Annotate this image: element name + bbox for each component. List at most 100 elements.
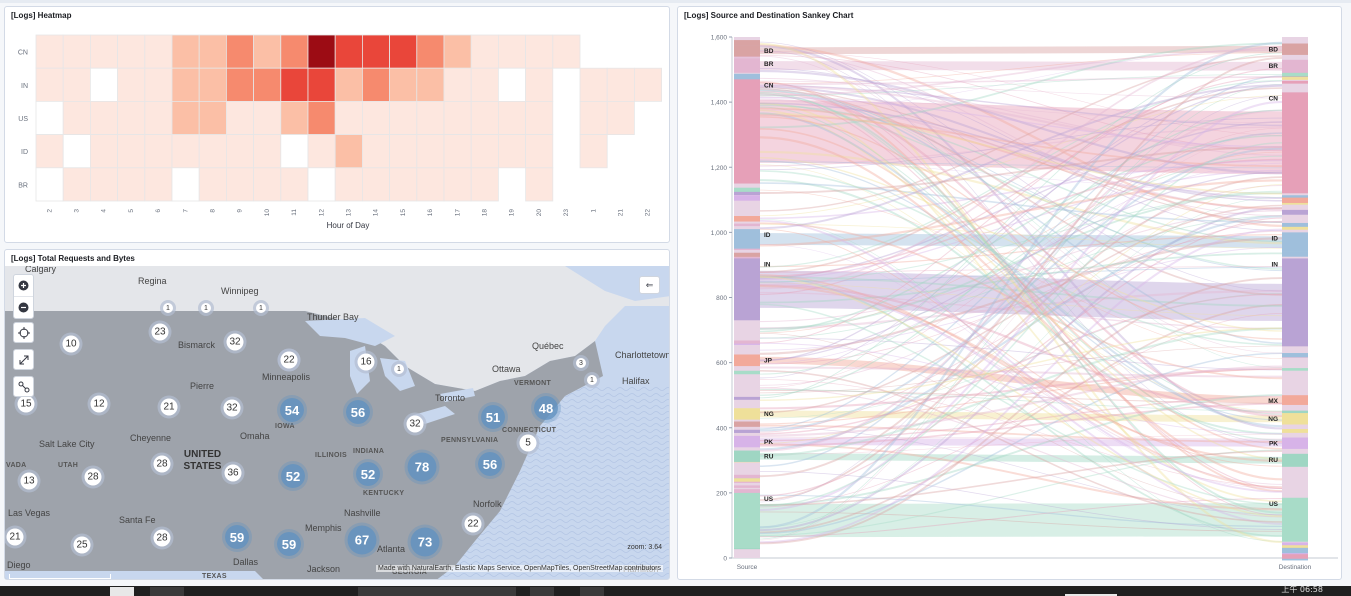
sankey-flow (759, 370, 1283, 523)
map-cluster-marker[interactable]: 25 (73, 536, 91, 554)
map-cluster-marker[interactable]: 22 (464, 515, 482, 533)
sankey-destination-node (1282, 453, 1308, 467)
map-cluster-marker[interactable]: 21 (160, 398, 178, 416)
map-cluster-marker[interactable]: 56 (346, 400, 370, 424)
map-cluster-marker[interactable]: 32 (226, 333, 244, 351)
map-cluster-marker[interactable]: 1 (256, 303, 266, 313)
map-cluster-marker[interactable]: 73 (410, 527, 440, 557)
map-cluster-marker[interactable]: 10 (62, 335, 80, 353)
sankey-flow (759, 246, 1283, 351)
map-cluster-marker[interactable]: 67 (347, 525, 377, 555)
heatmap-cell (144, 101, 173, 136)
heatmap-col-label: 7 (182, 209, 189, 213)
sankey-flow (759, 98, 1283, 211)
map-cluster-marker[interactable]: 13 (20, 472, 38, 490)
sankey-flow (759, 157, 1283, 332)
sankey-flow (759, 109, 1283, 461)
sankey-flow (759, 452, 1283, 464)
map-attribution: Made with NaturalEarth, Elastic Maps Ser… (376, 565, 663, 572)
sankey-flow (759, 42, 1283, 129)
map-cluster-marker[interactable]: 21 (6, 528, 24, 546)
sankey-flow (759, 218, 1283, 542)
map-cluster-marker[interactable]: 28 (153, 529, 171, 547)
map-cluster-marker[interactable]: 23 (151, 323, 169, 341)
locate-button[interactable] (13, 322, 34, 343)
map-panel: [Logs] Total Requests and Bytes (4, 249, 670, 580)
sankey-flow (759, 189, 1283, 359)
map-cluster-marker[interactable]: 3 (576, 358, 586, 368)
sankey-flow (759, 222, 1283, 380)
heatmap-cell (389, 134, 418, 169)
taskbar-app[interactable] (530, 587, 554, 596)
map-cluster-marker[interactable]: 32 (223, 399, 241, 417)
sankey-flow (759, 45, 1283, 55)
sankey-flow (759, 150, 1283, 245)
sankey-flow (759, 41, 1283, 292)
taskbar: 上午 06:58 (0, 585, 1351, 596)
zoom-in-button[interactable] (14, 275, 33, 297)
map-cluster-marker[interactable]: 32 (406, 415, 424, 433)
top-edge (0, 0, 1351, 3)
map-land (5, 266, 669, 579)
map-cluster-marker[interactable]: 16 (357, 353, 375, 371)
map-cluster-marker[interactable]: 59 (225, 525, 249, 549)
sankey-flow (759, 100, 1283, 175)
sankey-flow (759, 410, 1283, 423)
taskbar-app[interactable] (150, 587, 184, 596)
map-cluster-marker[interactable]: 1 (394, 364, 404, 374)
sankey-flow (759, 160, 1283, 421)
sankey-flow (759, 356, 1283, 404)
sankey-flow (759, 90, 1283, 417)
map-cluster-marker[interactable]: 28 (84, 468, 102, 486)
map-cluster-marker[interactable]: 1 (201, 303, 211, 313)
map-cluster-marker[interactable]: 54 (280, 398, 304, 422)
country-label: UNITED STATES (183, 449, 222, 472)
city-label: Toronto (435, 393, 466, 403)
system-clock: 上午 06:58 (1281, 585, 1323, 594)
taskbar-app[interactable] (110, 587, 134, 596)
heatmap-cell (525, 34, 554, 69)
legend-toggle-button[interactable]: ⇐ (639, 276, 660, 294)
map-cluster-marker[interactable]: 15 (17, 395, 35, 413)
heatmap-cell (90, 67, 119, 102)
sankey-flow (759, 164, 1283, 412)
map-cluster-marker[interactable]: 51 (481, 405, 505, 429)
map-cluster-marker[interactable]: 36 (224, 464, 242, 482)
sankey-flow (759, 55, 1283, 152)
map-cluster-marker[interactable]: 48 (534, 396, 558, 420)
map-cluster-marker[interactable]: 12 (90, 395, 108, 413)
sankey-source-label: PK (764, 439, 773, 446)
heatmap-cell (389, 101, 418, 136)
zoom-out-button[interactable] (14, 297, 33, 318)
fit-bounds-button[interactable] (13, 349, 34, 370)
sankey-flow (759, 88, 1283, 272)
sankey-destination-node (1282, 222, 1308, 227)
heatmap-title: [Logs] Heatmap (11, 11, 72, 20)
map-cluster-marker[interactable]: 5 (519, 434, 537, 452)
map-cluster-marker[interactable]: 52 (281, 464, 305, 488)
sankey-flow (759, 102, 1283, 202)
map-cluster-marker[interactable]: 56 (478, 452, 502, 476)
map-cluster-marker[interactable]: 52 (356, 462, 380, 486)
map-cluster-marker[interactable]: 59 (277, 532, 301, 556)
sankey-flow (759, 511, 1283, 532)
sankey-destination-label: ID (1272, 235, 1279, 242)
map-cluster-marker[interactable]: 22 (280, 351, 298, 369)
city-label: Calgary (25, 266, 57, 274)
map-cluster-marker[interactable]: 78 (407, 452, 437, 482)
map-cluster-marker[interactable]: 1 (587, 375, 597, 385)
heatmap-col-label: 19 (509, 209, 516, 217)
state-label: IOWA (275, 423, 295, 430)
taskbar-app-active[interactable] (358, 587, 516, 596)
taskbar-app[interactable] (580, 587, 604, 596)
heatmap-cell (280, 134, 309, 169)
sankey-destination-node (1282, 413, 1308, 425)
map-cluster-marker[interactable]: 28 (153, 455, 171, 473)
sankey-y-tick-label: 1,400 (711, 100, 728, 107)
heatmap-col-label: 15 (400, 209, 407, 217)
map-cluster-marker[interactable]: 1 (163, 303, 173, 313)
heatmap-cell (225, 101, 254, 136)
map-canvas[interactable]: Calgary Regina Winnipeg Bismarck Thunder… (5, 266, 669, 579)
draw-tools-button[interactable] (13, 376, 34, 397)
heatmap-cell (253, 101, 282, 136)
